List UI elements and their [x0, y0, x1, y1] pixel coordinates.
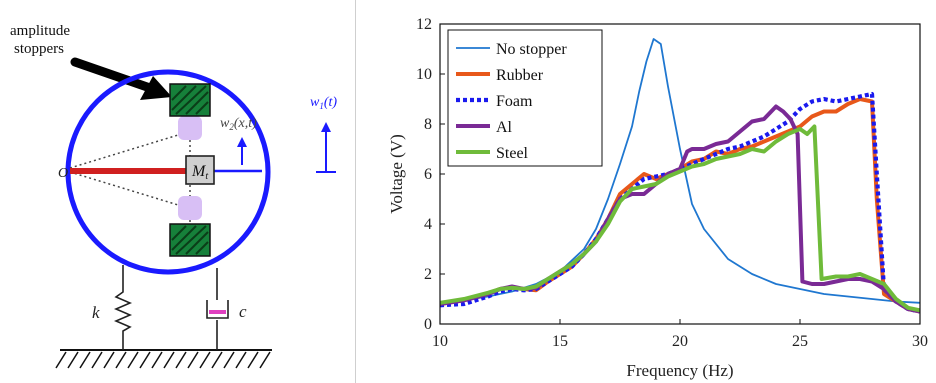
- tip-mass-label: Mt: [191, 163, 208, 182]
- y-tick-label: 6: [424, 166, 432, 183]
- mass-lower-position: [178, 196, 202, 220]
- voltage-frequency-chart: 10 15 20 25 30 0 2 4 6 8 10 12 Frequency (Hz) Volta…: [387, 16, 928, 380]
- x-tick-label: 15: [552, 333, 568, 350]
- tick-layer: 10 15 20 25 30 0 2 4 6 8 10 12: [416, 16, 928, 350]
- x-tick-label: 20: [672, 333, 688, 350]
- spring-label: k: [92, 303, 100, 322]
- w1-arrow: [316, 122, 336, 173]
- series-layer: [439, 38, 921, 314]
- legend: No stopper Rubber Foam Al Steel: [447, 29, 603, 167]
- x-axis-title: Frequency (Hz): [626, 361, 733, 380]
- callout-arrow: [70, 57, 172, 100]
- stopper-top: [169, 83, 211, 117]
- origin-label: O: [58, 166, 68, 181]
- tip-mass: [185, 155, 215, 185]
- stopper-bottom: [169, 223, 211, 257]
- x-tick-label: 25: [792, 333, 808, 350]
- damper-label: c: [239, 302, 247, 321]
- deflection-guides: [69, 100, 191, 236]
- x-tick-label: 10: [432, 333, 448, 350]
- legend-label: Al: [496, 119, 513, 136]
- legend-label: Foam: [496, 93, 533, 110]
- y-axis-title: Voltage (V): [387, 134, 406, 213]
- series-line-steel: [439, 124, 921, 313]
- legend-label: No stopper: [496, 41, 567, 58]
- w2-label: w2(x,t): [220, 116, 257, 132]
- y-tick-label: 10: [416, 66, 432, 83]
- ground-support: [55, 349, 272, 369]
- damper: [206, 268, 229, 350]
- y-tick-label: 12: [416, 16, 432, 33]
- w2-arrow: [237, 137, 247, 165]
- spring: [113, 265, 133, 350]
- y-tick-label: 2: [424, 266, 432, 283]
- y-tick-label: 8: [424, 116, 432, 133]
- harvester-ring: [65, 69, 271, 275]
- callout-text-stoppers: stoppers: [14, 41, 64, 57]
- mass-upper-position: [178, 116, 202, 140]
- callout-text-amplitude: amplitude: [10, 23, 70, 39]
- legend-label: Steel: [496, 145, 529, 162]
- legend-label: Rubber: [496, 67, 544, 84]
- w1-label: w1(t): [310, 95, 337, 111]
- cantilever-beam: [70, 168, 186, 174]
- panel-divider: [355, 0, 356, 383]
- y-tick-label: 4: [424, 216, 432, 233]
- x-tick-label: 30: [912, 333, 928, 350]
- damper-plate: [209, 310, 226, 314]
- mechanism-diagram: amplitude stoppers: [10, 23, 337, 369]
- y-tick-label: 0: [424, 316, 432, 333]
